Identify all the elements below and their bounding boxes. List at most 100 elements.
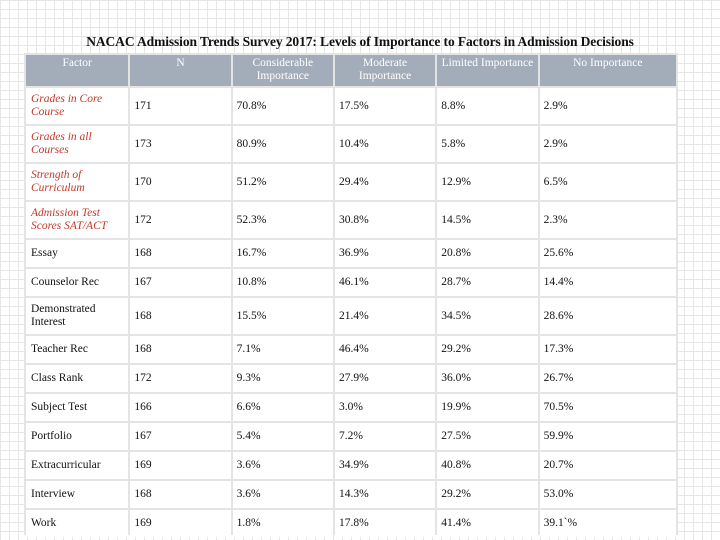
considerable-value: 15.5% bbox=[232, 298, 333, 334]
factor-cell: Portfolio bbox=[26, 423, 129, 450]
limited-value: 34.5% bbox=[437, 298, 538, 334]
limited-value: 40.8% bbox=[437, 452, 538, 479]
moderate-value: 10.4% bbox=[334, 126, 436, 162]
factor-cell: Subject Test bbox=[26, 394, 129, 421]
n-value: 173 bbox=[130, 126, 231, 162]
header-considerable-importance: Considerable Importance bbox=[232, 55, 333, 86]
moderate-value: 30.8% bbox=[334, 202, 436, 238]
header-limited-importance: Limited Importance bbox=[437, 55, 538, 86]
n-value: 168 bbox=[130, 298, 231, 334]
table-row: Interview 168 3.6% 14.3% 29.2% 53.0% bbox=[26, 481, 676, 508]
table-header-row: Factor N Considerable Importance Moderat… bbox=[26, 55, 676, 86]
factor-cell: Interview bbox=[26, 481, 129, 508]
moderate-value: 17.8% bbox=[334, 510, 436, 537]
table-row: Grades in Core Course 171 70.8% 17.5% 8.8% 2.… bbox=[26, 88, 676, 124]
n-value: 169 bbox=[130, 452, 231, 479]
factor-cell: Demonstrated Interest bbox=[26, 298, 129, 334]
no-importance-value: 28.6% bbox=[539, 298, 676, 334]
n-value: 168 bbox=[130, 240, 231, 267]
limited-value: 27.5% bbox=[437, 423, 538, 450]
considerable-value: 10.8% bbox=[232, 269, 333, 296]
no-importance-value: 20.7% bbox=[539, 452, 676, 479]
limited-value: 20.8% bbox=[437, 240, 538, 267]
moderate-value: 14.3% bbox=[334, 481, 436, 508]
moderate-value: 34.9% bbox=[334, 452, 436, 479]
moderate-value: 46.1% bbox=[334, 269, 436, 296]
factor-cell: Strength of Curriculum bbox=[26, 164, 129, 200]
no-importance-value: 25.6% bbox=[539, 240, 676, 267]
considerable-value: 7.1% bbox=[232, 336, 333, 363]
importance-table: Factor N Considerable Importance Moderat… bbox=[24, 53, 678, 539]
moderate-value: 21.4% bbox=[334, 298, 436, 334]
no-importance-value: 14.4% bbox=[539, 269, 676, 296]
no-importance-value: 6.5% bbox=[539, 164, 676, 200]
no-importance-value: 39.1`% bbox=[539, 510, 676, 537]
header-n: N bbox=[130, 55, 231, 86]
header-moderate-importance: Moderate Importance bbox=[334, 55, 436, 86]
table-row: Class Rank 172 9.3% 27.9% 36.0% 26.7% bbox=[26, 365, 676, 392]
table-row: Work 169 1.8% 17.8% 41.4% 39.1`% bbox=[26, 510, 676, 537]
moderate-value: 7.2% bbox=[334, 423, 436, 450]
factor-cell: Grades in Core Course bbox=[26, 88, 129, 124]
factor-cell: Grades in all Courses bbox=[26, 126, 129, 162]
considerable-value: 16.7% bbox=[232, 240, 333, 267]
table-row: Demonstrated Interest 168 15.5% 21.4% 34.5% 2… bbox=[26, 298, 676, 334]
limited-value: 14.5% bbox=[437, 202, 538, 238]
table-row: Portfolio 167 5.4% 7.2% 27.5% 59.9% bbox=[26, 423, 676, 450]
factor-cell: Admission Test Scores SAT/ACT bbox=[26, 202, 129, 238]
n-value: 172 bbox=[130, 365, 231, 392]
table-row: Admission Test Scores SAT/ACT 172 52.3% 30.… bbox=[26, 202, 676, 238]
factor-cell: Teacher Rec bbox=[26, 336, 129, 363]
header-factor: Factor bbox=[26, 55, 129, 86]
considerable-value: 51.2% bbox=[232, 164, 333, 200]
considerable-value: 1.8% bbox=[232, 510, 333, 537]
limited-value: 29.2% bbox=[437, 481, 538, 508]
limited-value: 29.2% bbox=[437, 336, 538, 363]
no-importance-value: 2.9% bbox=[539, 88, 676, 124]
table-row: Grades in all Courses 173 80.9% 10.4% 5.8% 2.… bbox=[26, 126, 676, 162]
table-row: Essay 168 16.7% 36.9% 20.8% 25.6% bbox=[26, 240, 676, 267]
factor-cell: Extracurricular bbox=[26, 452, 129, 479]
importance-table-container: Factor N Considerable Importance Moderat… bbox=[24, 53, 678, 537]
limited-value: 12.9% bbox=[437, 164, 538, 200]
factor-cell: Essay bbox=[26, 240, 129, 267]
no-importance-value: 17.3% bbox=[539, 336, 676, 363]
n-value: 166 bbox=[130, 394, 231, 421]
considerable-value: 6.6% bbox=[232, 394, 333, 421]
limited-value: 8.8% bbox=[437, 88, 538, 124]
no-importance-value: 2.3% bbox=[539, 202, 676, 238]
considerable-value: 52.3% bbox=[232, 202, 333, 238]
moderate-value: 46.4% bbox=[334, 336, 436, 363]
table-body: Grades in Core Course 171 70.8% 17.5% 8.8% 2.… bbox=[26, 88, 676, 537]
considerable-value: 3.6% bbox=[232, 452, 333, 479]
n-value: 168 bbox=[130, 336, 231, 363]
considerable-value: 9.3% bbox=[232, 365, 333, 392]
table-row: Teacher Rec 168 7.1% 46.4% 29.2% 17.3% bbox=[26, 336, 676, 363]
considerable-value: 70.8% bbox=[232, 88, 333, 124]
no-importance-value: 53.0% bbox=[539, 481, 676, 508]
limited-value: 41.4% bbox=[437, 510, 538, 537]
limited-value: 19.9% bbox=[437, 394, 538, 421]
n-value: 172 bbox=[130, 202, 231, 238]
considerable-value: 3.6% bbox=[232, 481, 333, 508]
page-title: NACAC Admission Trends Survey 2017: Leve… bbox=[86, 34, 634, 49]
table-row: Strength of Curriculum 170 51.2% 29.4% 12.9%… bbox=[26, 164, 676, 200]
n-value: 168 bbox=[130, 481, 231, 508]
no-importance-value: 26.7% bbox=[539, 365, 676, 392]
no-importance-value: 2.9% bbox=[539, 126, 676, 162]
n-value: 167 bbox=[130, 269, 231, 296]
n-value: 167 bbox=[130, 423, 231, 450]
moderate-value: 27.9% bbox=[334, 365, 436, 392]
table-row: Extracurricular 169 3.6% 34.9% 40.8% 20.7% bbox=[26, 452, 676, 479]
table-row: Counselor Rec 167 10.8% 46.1% 28.7% 14.4% bbox=[26, 269, 676, 296]
moderate-value: 3.0% bbox=[334, 394, 436, 421]
considerable-value: 80.9% bbox=[232, 126, 333, 162]
no-importance-value: 59.9% bbox=[539, 423, 676, 450]
no-importance-value: 70.5% bbox=[539, 394, 676, 421]
n-value: 170 bbox=[130, 164, 231, 200]
moderate-value: 29.4% bbox=[334, 164, 436, 200]
factor-cell: Work bbox=[26, 510, 129, 537]
n-value: 171 bbox=[130, 88, 231, 124]
limited-value: 5.8% bbox=[437, 126, 538, 162]
table-row: Subject Test 166 6.6% 3.0% 19.9% 70.5% bbox=[26, 394, 676, 421]
